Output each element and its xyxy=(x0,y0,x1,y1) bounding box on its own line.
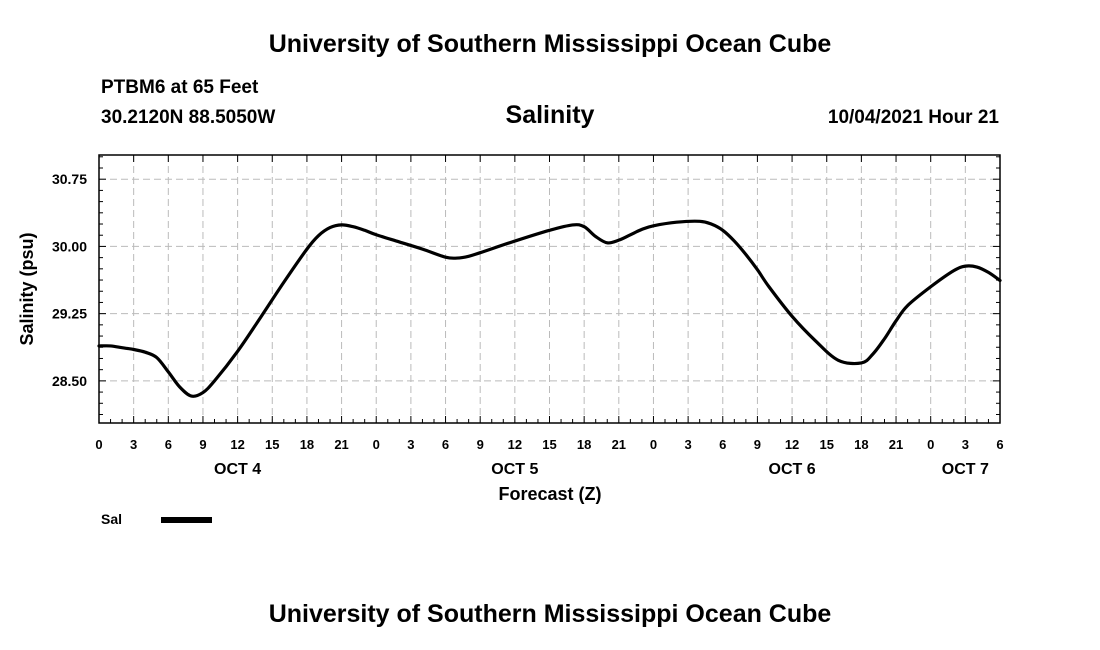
x-tick-label: 12 xyxy=(785,437,799,452)
day-label: OCT 5 xyxy=(491,461,538,478)
forecast-datetime: 10/04/2021 Hour 21 xyxy=(827,107,999,128)
x-tick-label: 9 xyxy=(754,437,761,452)
x-tick-label: 15 xyxy=(265,437,279,452)
x-tick-labels: 0 3 6 9 12 15 18 21 0 3 6 9 12 15 18 21 0 3 6 9 12 15 18 21 0 3 6 xyxy=(95,437,1003,452)
x-tick-label: 18 xyxy=(577,437,591,452)
x-tick-label: 3 xyxy=(130,437,137,452)
x-tick-label: 0 xyxy=(650,437,657,452)
coordinates-label: 30.2120N 88.5050W xyxy=(101,107,276,128)
x-axis-title: Forecast (Z) xyxy=(498,484,601,504)
x-tick-label: 0 xyxy=(373,437,380,452)
chart-top-title: University of Southern Mississippi Ocean… xyxy=(268,30,832,58)
x-tick-label: 6 xyxy=(165,437,172,452)
x-tick-label: 3 xyxy=(962,437,969,452)
x-tick-label: 18 xyxy=(854,437,868,452)
x-tick-label: 6 xyxy=(719,437,726,452)
x-tick-label: 12 xyxy=(230,437,244,452)
station-label: PTBM6 at 65 Feet xyxy=(101,77,259,98)
x-tick-label: 18 xyxy=(300,437,314,452)
plot-frame xyxy=(98,154,1001,424)
y-tick-label: 30.75 xyxy=(52,171,87,187)
x-tick-label: 3 xyxy=(684,437,691,452)
x-tick-label: 0 xyxy=(95,437,102,452)
x-tick-label: 3 xyxy=(407,437,414,452)
x-tick-label: 21 xyxy=(612,437,626,452)
x-tick-label: 21 xyxy=(334,437,348,452)
day-labels: OCT 4 OCT 5 OCT 6 OCT 7 xyxy=(214,461,989,478)
chart-subtitle: Salinity xyxy=(505,101,595,129)
legend-label-sal: Sal xyxy=(101,511,122,527)
grid-lines xyxy=(99,155,1000,423)
day-label: OCT 6 xyxy=(769,461,816,478)
x-tick-label: 6 xyxy=(442,437,449,452)
x-tick-label: 6 xyxy=(996,437,1003,452)
series-line-sal xyxy=(97,219,1002,398)
x-tick-label: 12 xyxy=(508,437,522,452)
x-tick-label: 15 xyxy=(819,437,833,452)
day-label: OCT 4 xyxy=(214,461,261,478)
day-label: OCT 7 xyxy=(942,461,989,478)
y-axis-title: Salinity (psu) xyxy=(17,232,37,345)
y-tick-label: 30.00 xyxy=(52,238,87,254)
x-tick-label: 21 xyxy=(889,437,903,452)
x-tick-label: 9 xyxy=(199,437,206,452)
x-tick-label: 9 xyxy=(477,437,484,452)
y-tick-labels: 28.50 29.25 30.00 30.75 xyxy=(52,171,87,389)
x-tick-label: 0 xyxy=(927,437,934,452)
y-tick-label: 29.25 xyxy=(52,306,87,322)
y-tick-label: 28.50 xyxy=(52,373,87,389)
chart-bottom-title: University of Southern Mississippi Ocean… xyxy=(268,600,832,628)
x-tick-label: 15 xyxy=(542,437,556,452)
